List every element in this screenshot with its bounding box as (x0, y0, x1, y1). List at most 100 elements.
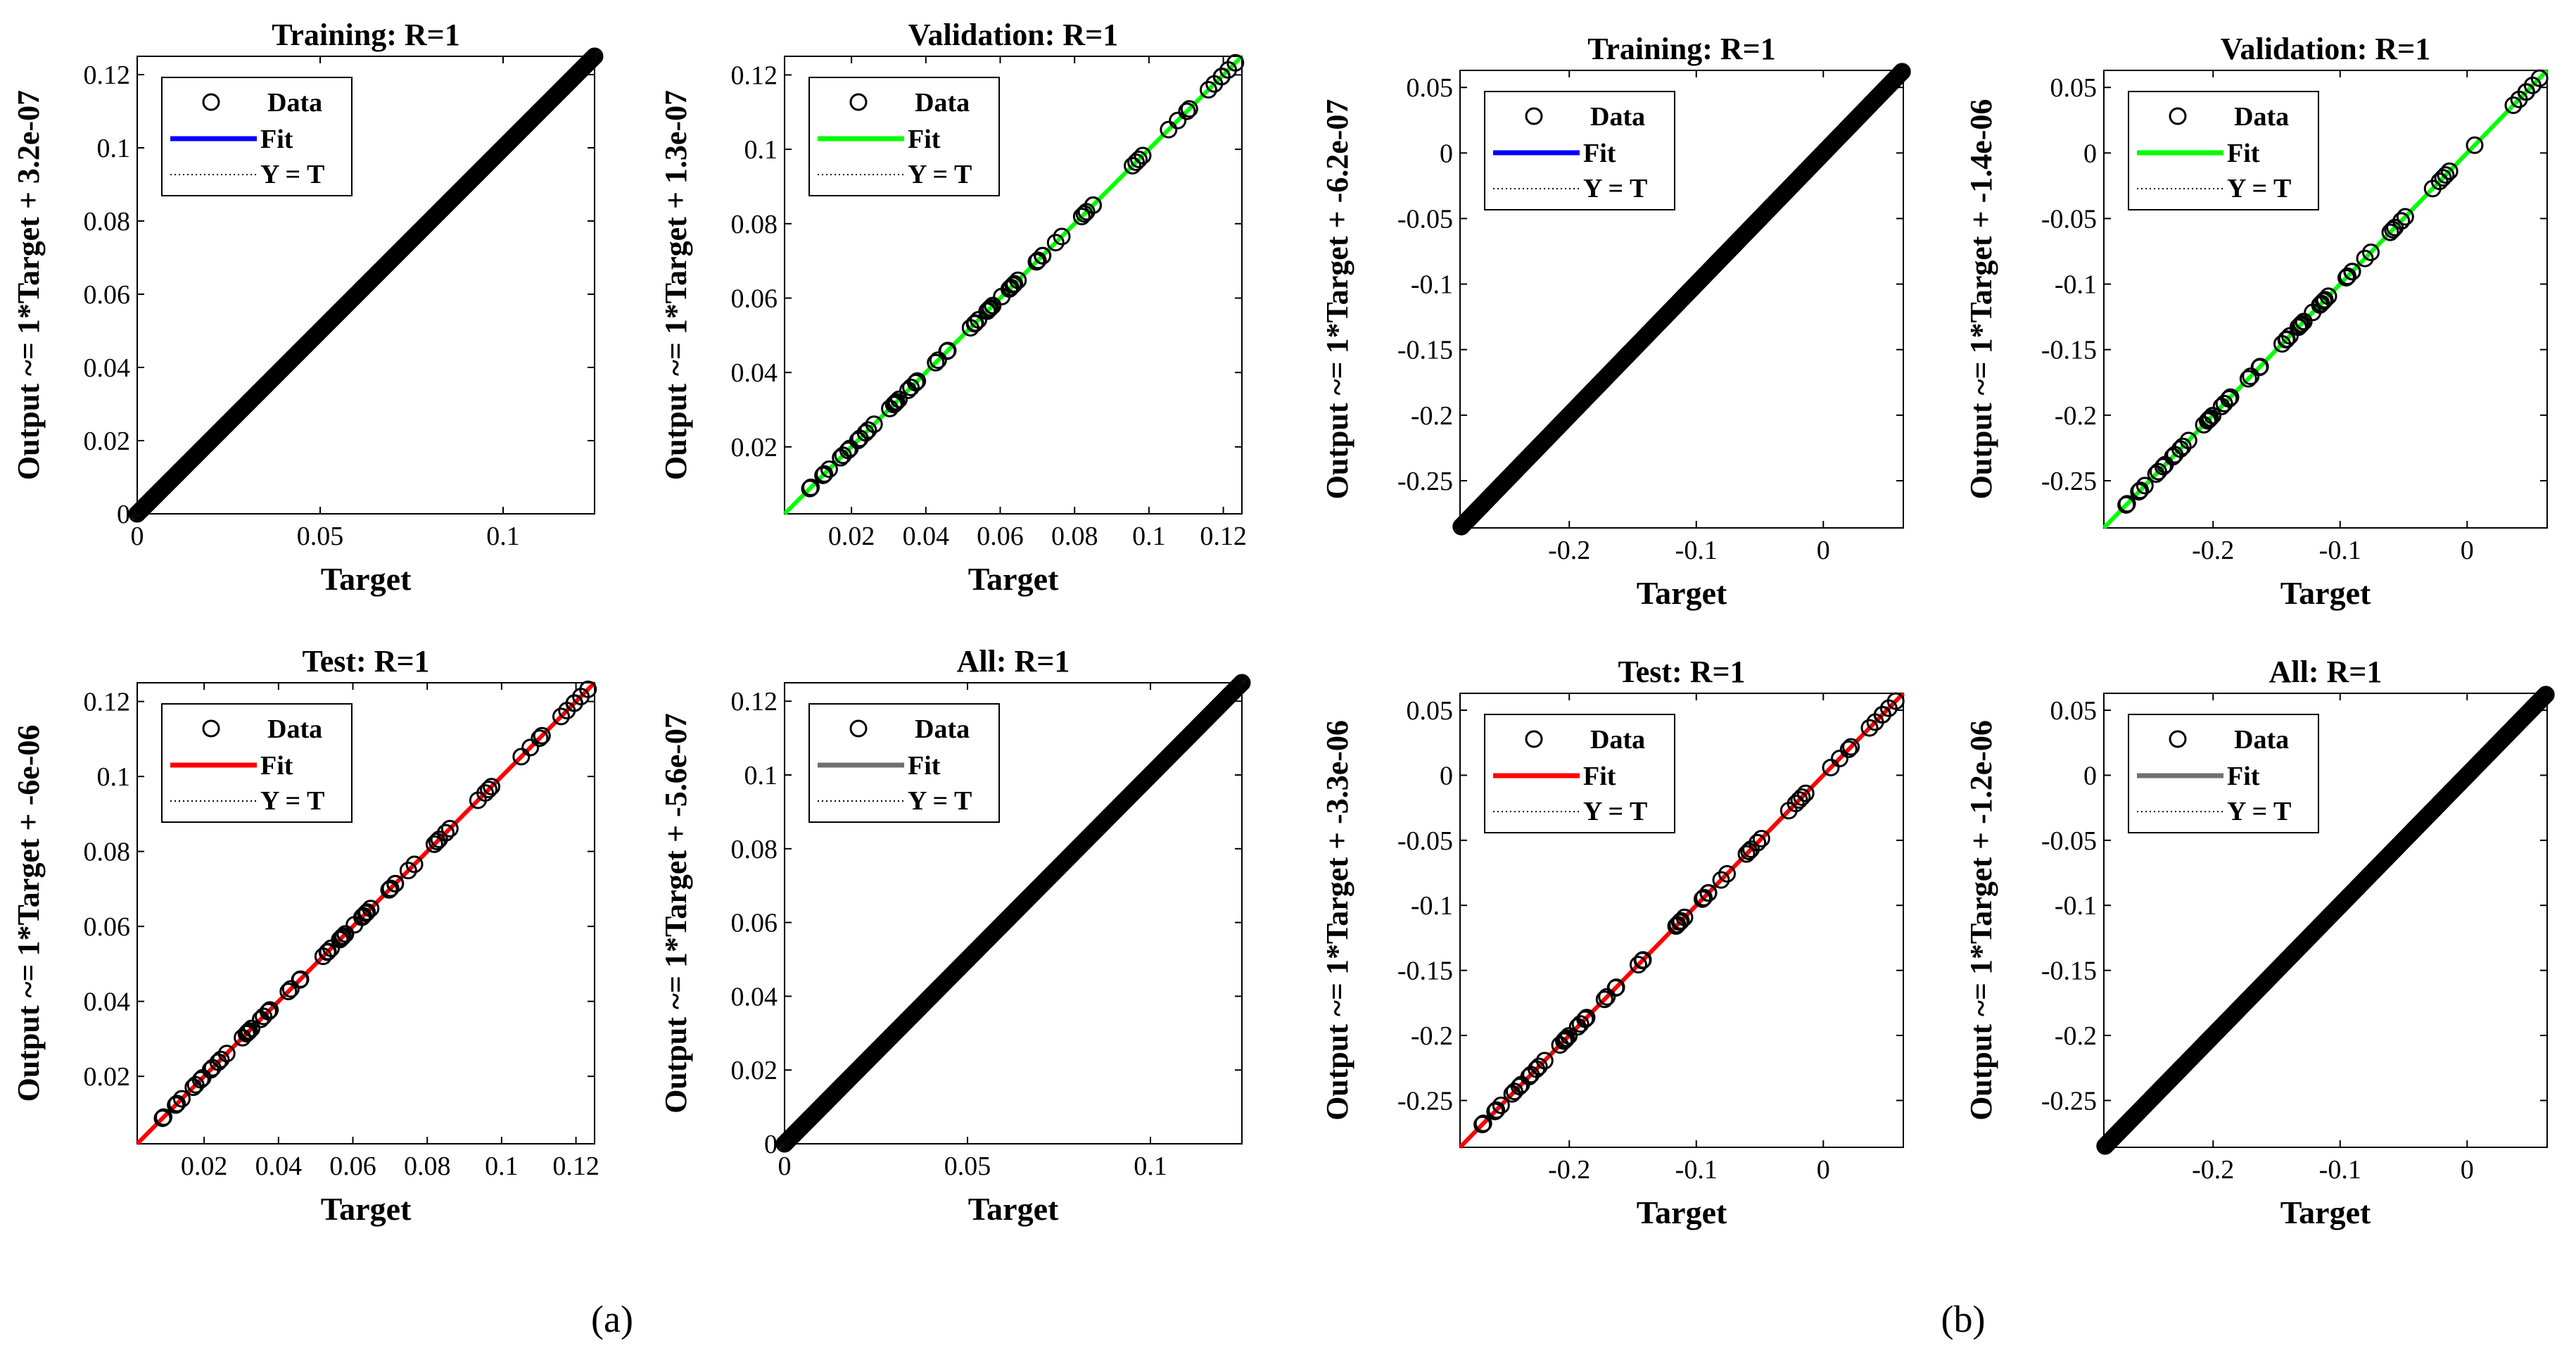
data-point (2278, 330, 2296, 348)
data-point (1487, 1101, 1506, 1119)
x-tick-label: 0.08 (1051, 522, 1098, 551)
data-point (902, 378, 920, 396)
data-point (261, 1001, 279, 1019)
data-point (2381, 223, 2399, 241)
chart-title: Test: R=1 (302, 644, 429, 679)
data-point (966, 314, 984, 332)
data-point (533, 726, 551, 745)
data-point (386, 875, 405, 893)
data-point (1554, 1032, 1573, 1050)
data-point (1889, 67, 1907, 85)
y-tick-label: -0.1 (2055, 891, 2097, 921)
data-point (839, 441, 857, 460)
x-tick-label: 0.08 (404, 1152, 451, 1181)
y-tick-label: 0.02 (731, 1056, 778, 1085)
data-point (1886, 692, 1905, 710)
data-point (1130, 150, 1148, 168)
data-point (927, 353, 945, 372)
y-tick-label: 0.06 (731, 909, 778, 938)
y-tick-label: -0.05 (2041, 204, 2097, 234)
legend-fit-label: Fit (1583, 139, 1616, 168)
regression-chart-3: -0.2 -0.1 0 -0.25 -0.2 -0.15 -0.1 -0.05 0 0.05 Dat… (1320, 32, 1911, 611)
y-tick-label: 0.08 (84, 838, 131, 867)
plot-area (782, 53, 1245, 516)
legend-fit-label: Fit (260, 125, 293, 154)
data-point (2339, 267, 2357, 285)
y-tick-label: -0.25 (2041, 1086, 2097, 1116)
x-tick-label: 0 (2461, 536, 2474, 565)
y-tick-label: -0.15 (1397, 336, 1453, 365)
data-point (1672, 912, 1690, 930)
legend-data-marker (849, 93, 868, 111)
plot-area (2102, 68, 2549, 530)
data-point (2117, 496, 2136, 514)
data-point (884, 396, 903, 414)
data-point (331, 930, 350, 948)
legend-data-label: Data (267, 88, 322, 118)
x-tick-label: 0.1 (486, 522, 520, 551)
y-tick-label: 0.05 (2050, 73, 2098, 103)
legend-fit-label: Fit (260, 751, 293, 781)
data-point (1752, 829, 1770, 847)
data-point (1742, 840, 1760, 859)
data-point (2384, 220, 2402, 239)
data-point (172, 1090, 191, 1108)
plot-area (1452, 63, 1911, 536)
legend-yt-label: Y = T (2227, 797, 2291, 826)
y-tick-label: -0.05 (1397, 826, 1453, 856)
x-tick-label: 0 (1817, 1155, 1830, 1185)
y-axis-label: Output ~= 1*Target + 1.3e-07 (659, 90, 693, 480)
y-tick-label: 0.04 (731, 358, 778, 388)
legend-yt-label: Y = T (1583, 174, 1647, 203)
y-axis-label: Output ~= 1*Target + -5.6e-07 (659, 713, 693, 1114)
y-axis-label: Output ~= 1*Target + -1.2e-06 (1964, 720, 1998, 1121)
data-point (1695, 888, 1713, 907)
data-point (2356, 249, 2374, 267)
x-tick-label: -0.1 (2319, 536, 2361, 565)
x-tick-label: -0.2 (2192, 1155, 2234, 1185)
plot-area (1458, 691, 1905, 1149)
legend-data-marker (1525, 107, 1543, 125)
data-point (2517, 83, 2535, 101)
data-point (1830, 750, 1848, 768)
y-axis-label: Output ~= 1*Target + -1.4e-06 (1964, 99, 1998, 500)
y-tick-label: 0.08 (84, 207, 131, 237)
data-point (2535, 687, 2553, 705)
data-point (993, 287, 1011, 305)
x-axis-label: Target (2280, 1194, 2371, 1230)
data-point (2273, 335, 2291, 353)
data-point (1667, 917, 1685, 935)
data-point (584, 49, 602, 67)
data-point (1053, 227, 1071, 246)
data-point (2316, 291, 2334, 309)
data-point (1595, 990, 1613, 1009)
data-point (255, 1007, 273, 1026)
chart-title: All: R=1 (2269, 655, 2383, 689)
data-point (1233, 674, 1251, 692)
data-point (440, 819, 459, 838)
x-axis-label: Target (2280, 575, 2371, 611)
y-tick-label: 0.06 (731, 284, 778, 313)
data-point (814, 466, 832, 484)
data-point (583, 50, 601, 68)
data-point (1124, 156, 1142, 175)
data-point (2295, 313, 2313, 331)
x-tick-label: 0.04 (255, 1152, 303, 1181)
data-point (279, 983, 298, 1001)
data-point (1180, 100, 1198, 118)
data-point (1046, 234, 1065, 252)
data-point (1699, 884, 1718, 902)
data-point (153, 1109, 172, 1128)
data-point (859, 421, 877, 439)
data-point (1169, 111, 1187, 130)
x-axis-label: Target (968, 1191, 1059, 1227)
x-tick-label: -0.2 (1548, 536, 1590, 565)
x-axis-label: Target (1637, 1194, 1727, 1230)
data-point (425, 835, 443, 853)
data-point (2534, 688, 2552, 707)
legend-fit-label: Fit (1583, 762, 1616, 791)
legend-data-label: Data (1590, 102, 1645, 132)
data-point (1226, 53, 1245, 72)
y-tick-label: 0.02 (84, 1062, 131, 1092)
plot-area (135, 680, 597, 1146)
